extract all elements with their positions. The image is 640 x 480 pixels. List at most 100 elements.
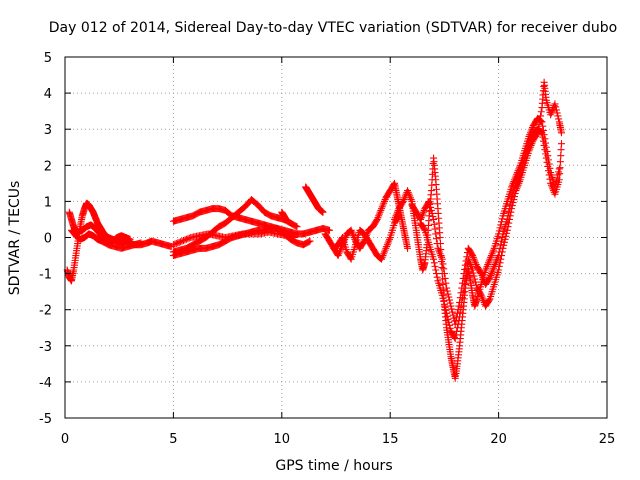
data-point-sat-l: [500, 241, 508, 249]
data-point-sat-m: [496, 244, 504, 252]
data-point-sat-m: [425, 197, 433, 205]
data-point-sat-m: [539, 137, 547, 145]
data-point-sat-m: [541, 146, 549, 154]
y-tick-label: -4: [39, 376, 52, 391]
x-tick-label: 10: [274, 432, 291, 447]
data-point-sat-m: [455, 302, 463, 310]
data-point-sat-m: [432, 230, 440, 238]
data-point-sat-l: [453, 327, 461, 335]
data-point-sat-k: [496, 224, 504, 232]
data-point-sat-l: [432, 266, 440, 274]
y-tick-label: 2: [44, 159, 52, 174]
data-point-sat-m: [495, 248, 503, 256]
data-point-sat-m: [452, 317, 460, 325]
data-point-sat-m: [555, 176, 563, 184]
data-point-sat-m: [498, 234, 506, 241]
data-point-sat-m: [539, 133, 547, 141]
data-point-sat-m: [431, 225, 439, 233]
chart-title: Day 012 of 2014, Sidereal Day-to-day VTE…: [49, 20, 617, 36]
data-point-sat-m: [439, 260, 447, 268]
data-point-sat-g: [182, 235, 190, 243]
data-point-sat-g: [169, 241, 177, 249]
data-point-sat-l: [430, 259, 438, 267]
data-point-sat-d: [306, 237, 314, 245]
data-point-sat-m: [462, 257, 470, 265]
y-tick-label: 4: [44, 87, 52, 102]
data-point-sat-l: [477, 290, 485, 298]
data-point-sat-m: [557, 140, 565, 148]
data-point-sat-e: [292, 222, 300, 230]
axis-ticks: 0 5 10 15 20 25 -5 -4 -3 -2 -1 0 1 2 3 4 5: [39, 51, 615, 447]
data-point-sat-g: [181, 236, 189, 244]
data-point-sat-g: [174, 239, 182, 247]
data-point-sat-l: [553, 109, 561, 117]
data-point-sat-m: [546, 175, 554, 183]
data-point-sat-l: [431, 262, 439, 270]
data-point-sat-m: [447, 302, 455, 310]
data-point-sat-m: [505, 208, 513, 216]
data-point-sat-m: [461, 265, 469, 273]
data-point-sat-m: [556, 158, 564, 166]
data-point-sat-m: [456, 294, 464, 302]
data-point-sat-l: [440, 300, 448, 308]
data-point-sat-l: [555, 115, 563, 123]
data-point-sat-k: [498, 215, 506, 223]
data-point-sat-l: [451, 335, 459, 343]
data-point-sat-l: [557, 129, 565, 137]
data-point-sat-m: [456, 298, 464, 306]
data-point-sat-m: [442, 279, 450, 287]
data-point-sat-l: [420, 225, 428, 233]
data-point-sat-g: [180, 237, 188, 245]
data-point-sat-m: [506, 201, 514, 209]
data-point-sat-k: [438, 264, 446, 272]
data-point-sat-l: [472, 281, 480, 289]
data-point-sat-l: [445, 318, 453, 326]
data-point-sat-c: [137, 239, 145, 247]
data-point-sat-l: [471, 275, 479, 283]
data-point-sat-l: [433, 273, 441, 281]
data-point-sat-m: [485, 274, 493, 282]
data-point-sat-m: [438, 255, 446, 263]
data-point-sat-k: [497, 221, 505, 229]
data-point-sat-g: [175, 238, 183, 246]
data-point-sat-l: [438, 291, 446, 299]
data-point-sat-m: [458, 279, 466, 287]
data-point-sat-m: [440, 265, 448, 273]
data-point-sat-f: [325, 226, 333, 234]
data-point-sat-m: [538, 129, 546, 137]
data-point-sat-m: [537, 128, 545, 136]
data-point-sat-l: [440, 297, 448, 305]
data-point-sat-l: [503, 226, 511, 234]
data-point-sat-m: [458, 284, 466, 292]
data-point-sat-m: [544, 167, 552, 175]
data-point-sat-l: [535, 120, 543, 128]
data-point-sat-l: [443, 309, 451, 317]
data-point-sat-m: [448, 308, 456, 316]
data-point-sat-m: [448, 305, 456, 313]
data-point-sat-m: [540, 141, 548, 149]
data-point-sat-l: [432, 270, 440, 278]
data-point-sat-m: [427, 206, 435, 214]
data-point-sat-l: [445, 321, 453, 329]
data-point-sat-g: [178, 237, 186, 245]
x-tick-label: 25: [599, 432, 616, 447]
data-point-sat-b: [126, 235, 134, 243]
data-point-sat-m: [544, 163, 552, 171]
data-point-sat-k: [495, 227, 503, 235]
data-point-sat-m: [543, 158, 551, 166]
grid-lines: [65, 57, 607, 418]
data-point-sat-m: [429, 212, 437, 220]
data-point-sat-m: [556, 164, 564, 172]
x-tick-label: 0: [61, 432, 69, 447]
data-point-sat-m: [495, 252, 503, 260]
data-point-sat-l: [439, 294, 447, 302]
x-tick-label: 5: [169, 432, 177, 447]
data-point-sat-i: [372, 217, 380, 225]
data-point-sat-m: [457, 289, 465, 297]
data-point-sat-m: [497, 241, 505, 249]
x-tick-label: 20: [490, 432, 507, 447]
data-point-sat-l: [441, 303, 449, 311]
data-point-sat-m: [542, 154, 550, 162]
data-point-sat-g: [184, 235, 192, 243]
